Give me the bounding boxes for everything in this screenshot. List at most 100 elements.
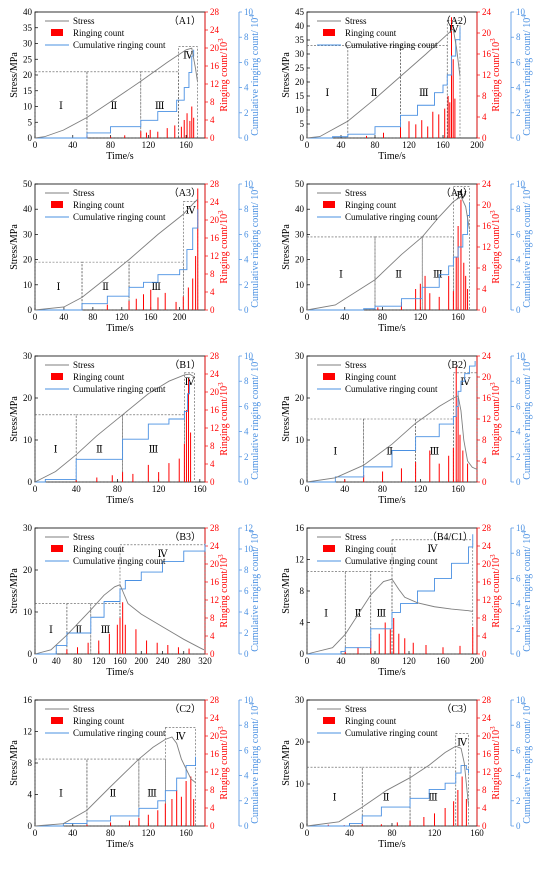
stress-tick-label: 0 xyxy=(300,477,305,487)
ringing-tick-label: 12 xyxy=(210,251,219,261)
phase-label: Ⅲ xyxy=(428,793,438,804)
stress-tick-label: 10 xyxy=(23,280,33,290)
phase-box xyxy=(374,236,423,311)
stress-tick-label: 50 xyxy=(23,179,33,189)
phase-label: Ⅳ xyxy=(456,191,467,202)
legend-stress-label: Stress xyxy=(73,16,95,26)
panel-a3: 0 40 80 120 160 20001020304050048121620242802… xyxy=(9,179,261,334)
ringing-tick-label: 4 xyxy=(482,284,487,294)
ringing-tick-label: 28 xyxy=(210,695,220,705)
stress-tick-label: 10 xyxy=(23,607,33,617)
x-tick-label: 120 xyxy=(414,312,428,322)
x-axis-label: Time/s xyxy=(106,495,134,506)
cumulative-axis-label-text: Cumulative ringing count/ 10 xyxy=(522,362,533,480)
stress-axis-label: Stress/MPa xyxy=(281,740,292,786)
x-tick-label: 0 xyxy=(305,312,310,322)
stress-tick-label: 5 xyxy=(28,117,33,127)
cumulative-tick-label: 2 xyxy=(244,796,249,806)
cumulative-tick-label: 10 xyxy=(244,179,254,189)
ringing-axis-label: Ringing count/103 xyxy=(217,38,230,112)
ringing-tick-label: 0 xyxy=(210,133,215,143)
ringing-tick-label: 0 xyxy=(482,477,487,487)
ringing-tick-label: 0 xyxy=(210,305,215,315)
ringing-axis-label-text: Ringing count/10 xyxy=(219,42,230,112)
phase-label: Ⅳ xyxy=(186,206,197,217)
ringing-tick-label: 4 xyxy=(210,115,215,125)
x-tick-label: 160 xyxy=(436,140,450,150)
legend-ringing-label: Ringing count xyxy=(345,200,397,210)
stress-tick-label: 8 xyxy=(300,586,305,596)
cumulative-tick-label: 10 xyxy=(516,7,526,17)
legend: Stress Ringing count Cumulative ringing co… xyxy=(317,704,438,738)
x-tick-label: 120 xyxy=(142,828,156,838)
x-tick-label: 80 xyxy=(371,140,381,150)
legend-stress-label: Stress xyxy=(345,704,367,714)
cumulative-axis-label-exp: 4 xyxy=(520,14,528,18)
cumulative-tick-label: 6 xyxy=(244,229,249,239)
stress-tick-label: 30 xyxy=(295,49,305,59)
stress-axis-label: Stress/MPa xyxy=(9,396,20,442)
phase-label: Ⅳ xyxy=(185,377,196,388)
phase-label: Ⅰ xyxy=(333,793,337,804)
ringing-tick-label: 12 xyxy=(210,595,219,605)
phase-label: Ⅳ xyxy=(457,738,468,749)
x-tick-label: 40 xyxy=(337,140,347,150)
cumulative-line xyxy=(35,543,206,655)
stress-tick-label: 10 xyxy=(295,435,305,445)
ringing-axis-label-text: Ringing count/10 xyxy=(491,42,502,112)
cumulative-tick-label: 2 xyxy=(516,280,521,290)
phase-box xyxy=(421,236,454,311)
cumulative-tick-label: 2 xyxy=(516,624,521,634)
x-axis-label: Time/s xyxy=(106,839,134,850)
phase-box xyxy=(363,418,416,483)
cumulative-tick-label: 2 xyxy=(244,108,249,118)
ringing-axis-label-text: Ringing count/10 xyxy=(491,730,502,800)
stress-tick-label: 20 xyxy=(295,737,305,747)
stress-tick-label: 10 xyxy=(295,779,305,789)
ringing-tick-label: 28 xyxy=(210,351,220,361)
stress-tick-label: 12 xyxy=(23,727,32,737)
ringing-axis-label-exp: 3 xyxy=(489,38,497,42)
stress-tick-label: 0 xyxy=(28,821,33,831)
ringing-tick-label: 16 xyxy=(210,405,220,415)
cumulative-tick-label: 6 xyxy=(516,573,521,583)
ringing-tick-label: 12 xyxy=(210,79,219,89)
stress-tick-label: 0 xyxy=(300,821,305,831)
x-tick-label: 0 xyxy=(305,140,310,150)
stress-line xyxy=(306,745,469,827)
ringing-tick-label: 24 xyxy=(210,713,220,723)
cumulative-tick-label: 10 xyxy=(244,351,254,361)
stress-tick-label: 35 xyxy=(295,35,305,45)
ringing-tick-label: 28 xyxy=(482,523,492,533)
ringing-axis-label: Ringing count/103 xyxy=(217,382,230,456)
x-axis-label: Time/s xyxy=(378,667,406,678)
cumulative-tick-label: 4 xyxy=(244,427,249,437)
ringing-tick-label: 16 xyxy=(210,233,220,243)
cumulative-tick-label: 2 xyxy=(516,452,521,462)
cumulative-tick-label: 4 xyxy=(244,771,249,781)
cumulative-tick-label: 2 xyxy=(244,280,249,290)
stress-tick-label: 10 xyxy=(23,435,33,445)
x-tick-label: 0 xyxy=(33,484,38,494)
stress-tick-label: 40 xyxy=(295,21,305,31)
stress-tick-label: 35 xyxy=(23,23,33,33)
cumulative-tick-label: 6 xyxy=(244,401,249,411)
phase-box xyxy=(182,201,199,311)
ringing-axis-label-exp: 3 xyxy=(217,554,225,558)
cumulative-tick-label: 8 xyxy=(516,548,521,558)
phase-label: Ⅳ xyxy=(158,549,169,560)
ringing-tick-label: 0 xyxy=(482,649,487,659)
ringing-tick-label: 8 xyxy=(210,97,215,107)
x-tick-label: 200 xyxy=(470,656,484,666)
cumulative-tick-label: 2 xyxy=(516,108,521,118)
legend-cumulative-label: Cumulative ringing count xyxy=(345,556,438,566)
x-tick-label: 120 xyxy=(428,828,442,838)
phase-label: Ⅱ xyxy=(75,625,82,636)
ringing-tick-label: 16 xyxy=(482,221,492,231)
phase-label: Ⅱ xyxy=(96,444,103,455)
x-tick-label: 120 xyxy=(142,140,156,150)
ringing-axis-label-text: Ringing count/10 xyxy=(491,386,502,456)
ringing-tick-label: 24 xyxy=(482,713,492,723)
panel-label: （B4/C1） xyxy=(427,531,473,543)
cumulative-line xyxy=(35,49,195,139)
